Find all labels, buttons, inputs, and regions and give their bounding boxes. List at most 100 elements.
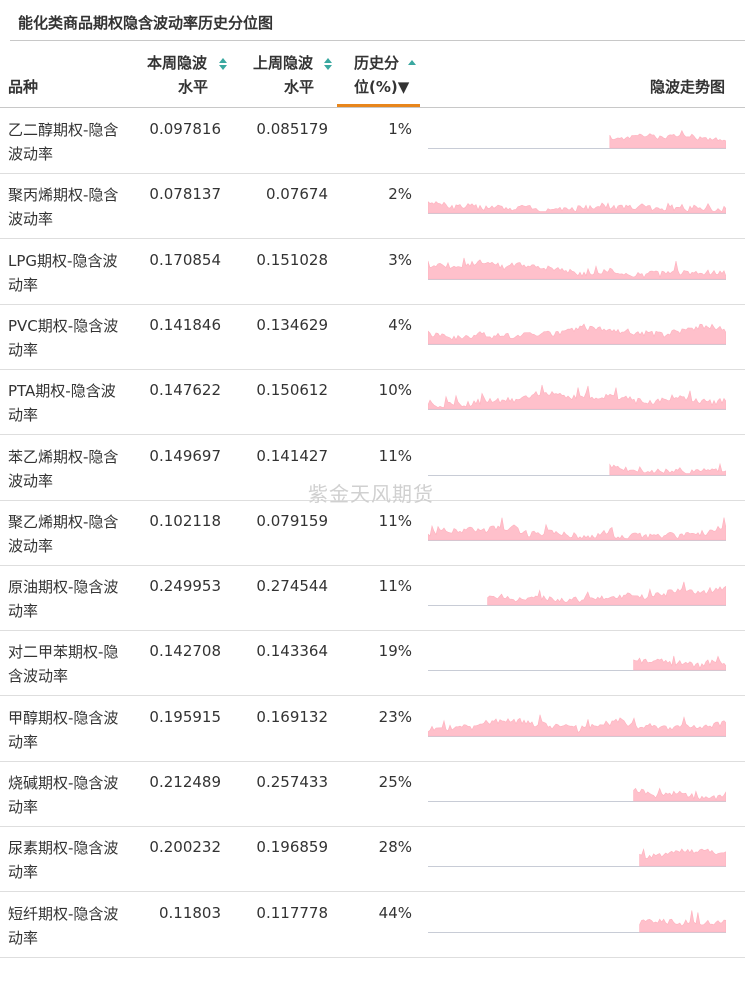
table-row: 苯乙烯期权-隐含波动率 0.149697 0.141427 11% bbox=[0, 435, 745, 501]
sparkline-area bbox=[428, 385, 726, 410]
sort-up-icon[interactable] bbox=[408, 60, 416, 65]
row-name: PVC期权-隐含波动率 bbox=[8, 316, 119, 359]
row-percentile: 11% bbox=[378, 446, 412, 465]
header-previous[interactable]: 上周隐波 水平 bbox=[228, 48, 338, 106]
row-percentile: 3% bbox=[388, 250, 412, 269]
row-name: 原油期权-隐含波动率 bbox=[8, 578, 119, 621]
sparkline-area bbox=[428, 714, 726, 736]
row-current: 0.149697 bbox=[149, 446, 221, 465]
table-row: 尿素期权-隐含波动率 0.200232 0.196859 28% bbox=[0, 826, 745, 893]
chart-title: 能化类商品期权隐含波动率历史分位图 bbox=[18, 14, 274, 32]
row-percentile: 28% bbox=[378, 838, 412, 857]
row-previous: 0.274544 bbox=[256, 577, 328, 596]
table-row: PTA期权-隐含波动率 0.147622 0.150612 10% bbox=[0, 369, 745, 436]
header-spark-label: 隐波走势图 bbox=[650, 78, 726, 96]
sparkline-area bbox=[428, 201, 726, 214]
row-name: 甲醇期权-隐含波动率 bbox=[8, 708, 119, 751]
header-spark: 隐波走势图 bbox=[600, 48, 730, 106]
row-sparkline bbox=[428, 257, 726, 280]
row-sparkline bbox=[428, 517, 726, 541]
table-row: 乙二醇期权-隐含波动率 0.097816 0.085179 1% bbox=[0, 108, 745, 174]
sparkline-area bbox=[609, 462, 726, 475]
row-percentile: 10% bbox=[378, 381, 412, 400]
row-previous: 0.079159 bbox=[256, 511, 328, 530]
row-name: 烧碱期权-隐含波动率 bbox=[8, 774, 119, 816]
row-current: 0.212489 bbox=[149, 773, 221, 791]
row-current: 0.200232 bbox=[149, 838, 221, 857]
sparkline-area bbox=[633, 787, 726, 802]
header-percentile[interactable]: 历史分 位(%)▼ bbox=[340, 48, 422, 106]
row-sparkline bbox=[428, 462, 726, 476]
row-percentile: 19% bbox=[378, 642, 412, 661]
sparkline-area bbox=[487, 581, 726, 606]
row-sparkline bbox=[428, 909, 726, 933]
active-sort-underline bbox=[337, 104, 420, 107]
row-percentile: 23% bbox=[378, 707, 412, 726]
row-previous: 0.151028 bbox=[256, 250, 328, 269]
row-current: 0.097816 bbox=[149, 120, 221, 138]
header-current-line1: 本周隐波 bbox=[147, 54, 208, 72]
row-previous: 0.143364 bbox=[256, 642, 328, 661]
table-row: LPG期权-隐含波动率 0.170854 0.151028 3% bbox=[0, 239, 745, 305]
row-previous: 0.117778 bbox=[256, 903, 328, 922]
row-name: LPG期权-隐含波动率 bbox=[8, 251, 118, 294]
table-row: 甲醇期权-隐含波动率 0.195915 0.169132 23% bbox=[0, 696, 745, 762]
table-row: 烧碱期权-隐含波动率 0.212489 0.257433 25% bbox=[0, 761, 745, 827]
row-percentile: 4% bbox=[388, 315, 412, 334]
row-current: 0.249953 bbox=[149, 577, 221, 596]
sparkline-area bbox=[428, 517, 726, 541]
row-previous: 0.196859 bbox=[256, 838, 328, 857]
sparkline-area bbox=[639, 848, 726, 867]
row-previous: 0.169132 bbox=[256, 707, 328, 726]
row-name: PTA期权-隐含波动率 bbox=[8, 382, 116, 425]
row-current: 0.142708 bbox=[149, 642, 221, 661]
row-percentile: 1% bbox=[388, 120, 412, 138]
row-percentile: 44% bbox=[378, 903, 412, 922]
row-current: 0.141846 bbox=[149, 315, 221, 334]
row-name: 聚乙烯期权-隐含波动率 bbox=[8, 512, 119, 555]
table-row: PVC期权-隐含波动率 0.141846 0.134629 4% bbox=[0, 304, 745, 370]
sort-icon[interactable] bbox=[324, 58, 332, 70]
row-current: 0.147622 bbox=[149, 381, 221, 400]
row-percentile: 11% bbox=[378, 511, 412, 530]
row-name: 尿素期权-隐含波动率 bbox=[8, 839, 119, 882]
row-sparkline bbox=[428, 848, 726, 868]
sparkline-area bbox=[428, 257, 726, 279]
table-row: 聚丙烯期权-隐含波动率 0.078137 0.07674 2% bbox=[0, 173, 745, 240]
row-previous: 0.085179 bbox=[256, 120, 328, 138]
table-row: 对二甲苯期权-隐含波动率 0.142708 0.143364 19% bbox=[0, 630, 745, 697]
row-current: 0.11803 bbox=[158, 903, 221, 922]
row-percentile: 2% bbox=[388, 185, 412, 204]
header-percentile-line1: 历史分 bbox=[354, 54, 400, 72]
header-current[interactable]: 本周隐波 水平 bbox=[120, 48, 230, 106]
table-row: 短纤期权-隐含波动率 0.11803 0.117778 44% bbox=[0, 892, 745, 958]
table-row: 原油期权-隐含波动率 0.249953 0.274544 11% bbox=[0, 565, 745, 632]
row-sparkline bbox=[428, 787, 726, 802]
header-name-label: 品种 bbox=[8, 78, 39, 96]
sparkline-area bbox=[609, 129, 726, 149]
row-previous: 0.257433 bbox=[256, 773, 328, 791]
row-sparkline bbox=[428, 581, 726, 607]
header-percentile-line2: 位(%)▼ bbox=[354, 78, 410, 96]
row-previous: 0.150612 bbox=[256, 381, 328, 400]
row-sparkline bbox=[428, 201, 726, 215]
row-percentile: 11% bbox=[378, 577, 412, 596]
title-divider bbox=[10, 40, 745, 41]
row-sparkline bbox=[428, 714, 726, 737]
row-sparkline bbox=[428, 323, 726, 345]
row-name: 短纤期权-隐含波动率 bbox=[8, 904, 119, 947]
header-name: 品种 bbox=[8, 48, 118, 106]
row-previous: 0.07674 bbox=[265, 185, 328, 204]
header-divider bbox=[0, 107, 745, 108]
sort-icon[interactable] bbox=[219, 58, 227, 70]
row-current: 0.170854 bbox=[149, 250, 221, 269]
sparkline-area bbox=[639, 909, 726, 932]
row-name: 乙二醇期权-隐含波动率 bbox=[8, 121, 119, 163]
row-sparkline bbox=[428, 129, 726, 149]
row-previous: 0.141427 bbox=[256, 446, 328, 465]
header-previous-line2: 水平 bbox=[284, 78, 315, 96]
table-row: 聚乙烯期权-隐含波动率 0.102118 0.079159 11% bbox=[0, 500, 745, 566]
row-sparkline bbox=[428, 655, 726, 672]
row-current: 0.102118 bbox=[149, 511, 221, 530]
header-previous-line1: 上周隐波 bbox=[253, 54, 314, 72]
